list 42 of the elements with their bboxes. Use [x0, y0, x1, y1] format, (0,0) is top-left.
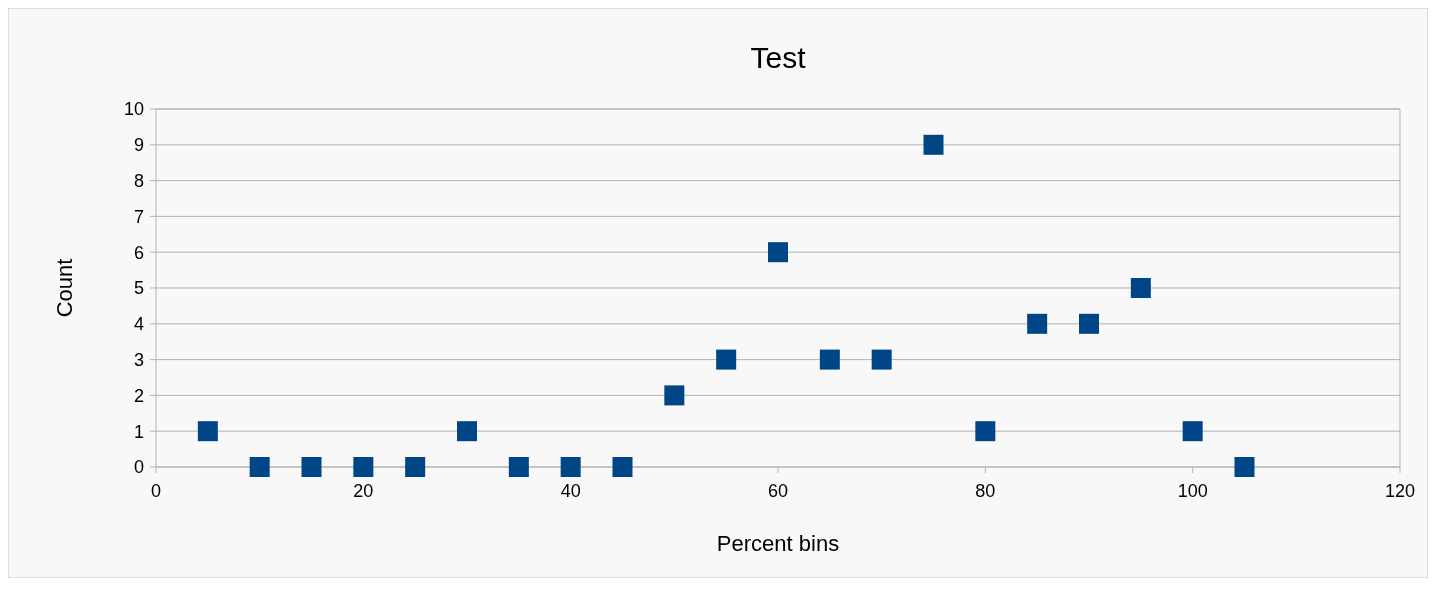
- point: [819, 349, 840, 370]
- y-axis-title: Count: [52, 258, 77, 318]
- point: [1234, 457, 1255, 477]
- x-tick-label: 80: [975, 481, 996, 501]
- point: [508, 457, 529, 477]
- x-tick-label: 20: [353, 481, 374, 501]
- y-tick-label: 6: [133, 242, 144, 263]
- point: [1182, 421, 1203, 442]
- point: [197, 421, 218, 442]
- y-tick-label: 1: [133, 421, 144, 442]
- point: [664, 385, 685, 406]
- point: [301, 457, 322, 477]
- y-tick-label: 4: [133, 314, 144, 335]
- point: [560, 457, 581, 477]
- point: [353, 457, 374, 477]
- x-tick-label: 100: [1177, 481, 1208, 501]
- point: [975, 421, 996, 442]
- chart-title: Test: [750, 41, 807, 74]
- point: [405, 457, 426, 477]
- y-tick-label: 3: [133, 349, 144, 370]
- y-tick-label: 8: [133, 170, 144, 191]
- y-tick-label: 0: [133, 457, 144, 478]
- point: [1027, 313, 1048, 334]
- point: [716, 349, 737, 370]
- y-tick-label: 10: [123, 99, 144, 120]
- point: [1079, 313, 1099, 334]
- point: [457, 421, 477, 442]
- point: [923, 134, 944, 155]
- x-tick-label: 40: [560, 481, 581, 501]
- point: [1130, 278, 1151, 298]
- y-tick-label: 7: [133, 206, 144, 227]
- x-tick-label: 60: [767, 481, 789, 501]
- y-tick-label: 9: [133, 135, 144, 156]
- x-tick-label: 120: [1384, 481, 1416, 501]
- y-tick-label: 5: [133, 278, 144, 299]
- point: [871, 349, 892, 370]
- x-axis-title: Percent bins: [716, 531, 840, 556]
- point: [249, 457, 270, 477]
- point: [768, 242, 788, 263]
- point: [612, 457, 633, 477]
- y-tick-label: 2: [133, 385, 144, 406]
- x-tick-label: 0: [150, 481, 162, 501]
